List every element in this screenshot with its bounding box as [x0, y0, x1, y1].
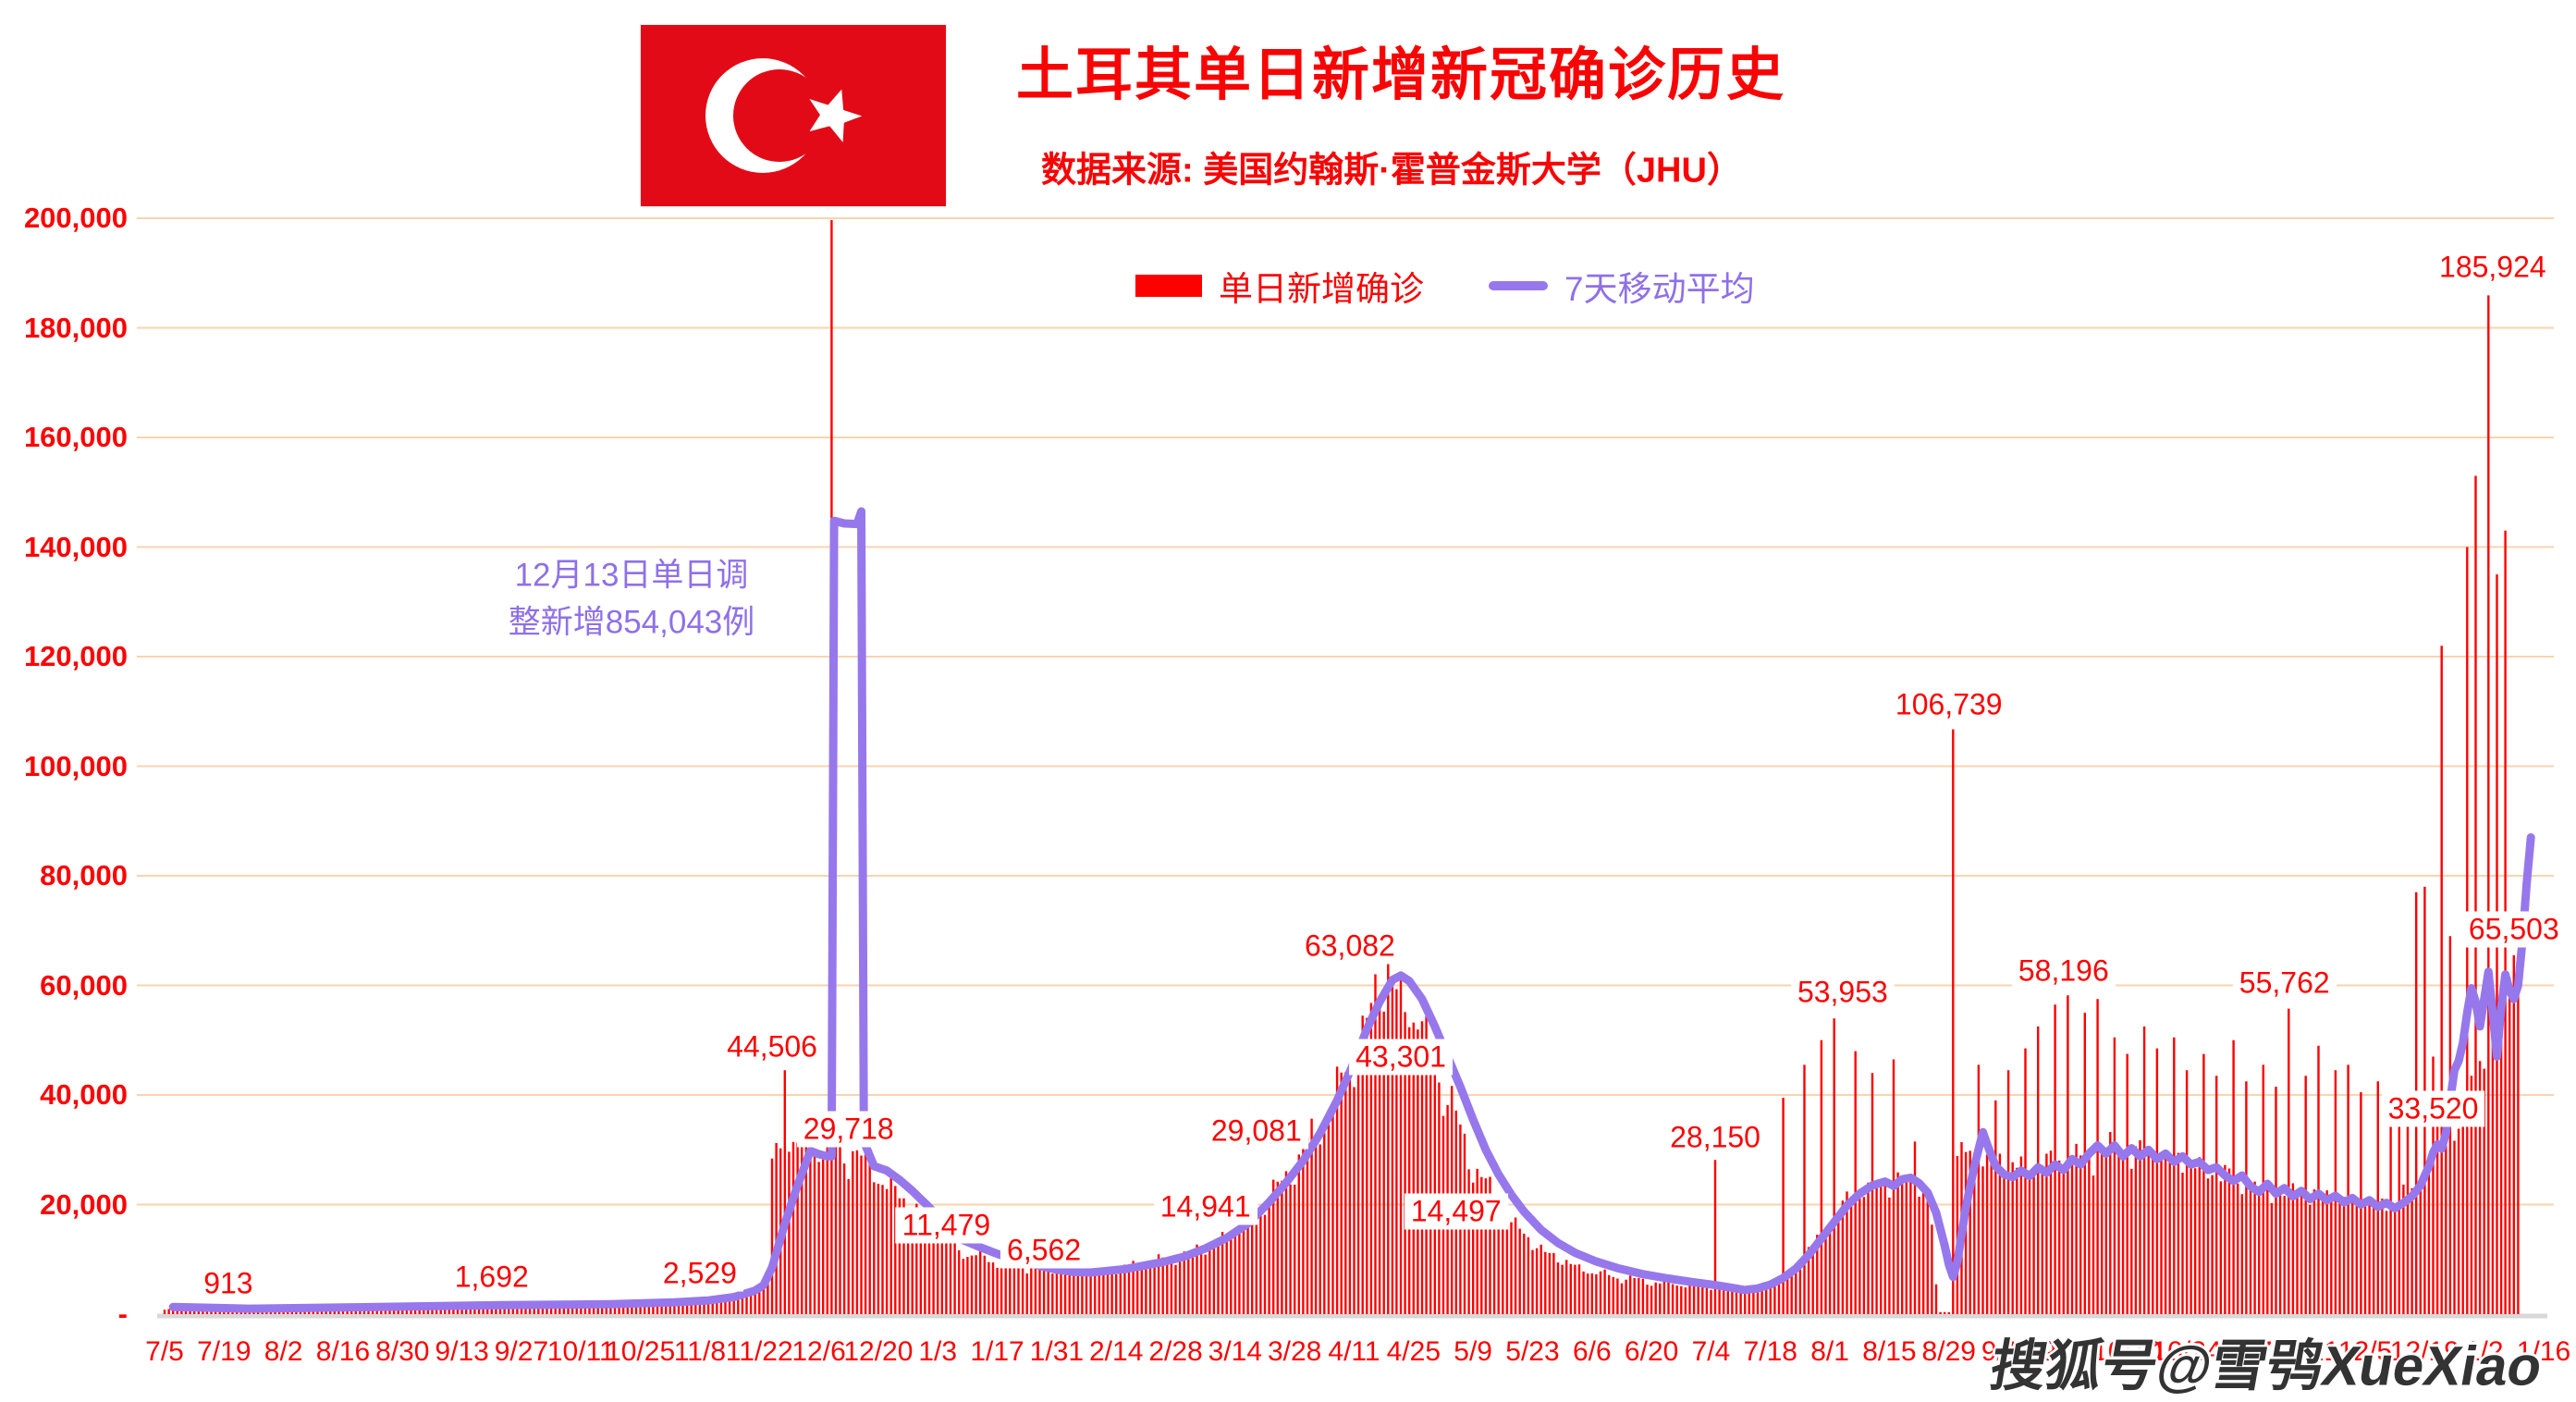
- moving-average-legend-label: 7天移动平均: [1564, 270, 1755, 308]
- adjustment-note-line2: 整新增854,043例: [508, 604, 755, 640]
- adjustment-note-line1: 12月13日单日调: [514, 557, 749, 594]
- sohu-watermark: 搜狐号@雪鸮XueXiao: [1985, 1334, 2547, 1397]
- moving-average-legend-swatch: [1489, 281, 1548, 290]
- adjustment-note: 12月13日单日调 整新增854,043例: [509, 552, 755, 646]
- page-title: 土耳其单日新增新冠确诊历史: [1015, 43, 1786, 107]
- data-source-subtitle: 数据来源: 美国约翰斯·霍普金斯大学（JHU）: [1041, 151, 1742, 191]
- daily-cases-legend-label: 单日新增确诊: [1219, 270, 1424, 308]
- moving-average-line: [168, 507, 2535, 1313]
- daily-cases-legend-swatch: [1135, 275, 1202, 297]
- legend: 单日新增确诊 7天移动平均: [1135, 261, 1755, 311]
- turkey-flag-icon: [641, 25, 946, 206]
